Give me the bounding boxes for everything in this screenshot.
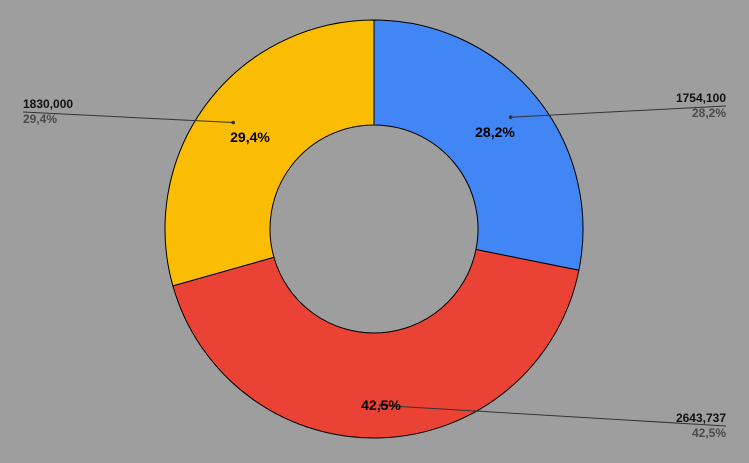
leader-dot-2 <box>231 120 236 125</box>
callout-value-1: 2643,737 <box>676 411 726 425</box>
slice-label-1: 42,5% <box>361 397 401 413</box>
leader-lines-layer <box>22 105 727 427</box>
labels-layer: 28,2% 42,5% 29,4% 1754,100 28,2% 2643,73… <box>23 91 726 440</box>
callout-percent-2: 29,4% <box>23 112 57 126</box>
leader-line-1 <box>380 404 727 427</box>
leader-line-2 <box>22 111 234 124</box>
slice-label-2: 29,4% <box>230 129 270 145</box>
leader-dot-0 <box>508 115 513 120</box>
leader-line-0 <box>510 105 727 118</box>
callout-percent-1: 42,5% <box>692 426 726 440</box>
donut-slice-1 <box>172 248 580 439</box>
leader-dot-1 <box>378 403 383 408</box>
slices-layer <box>164 19 584 439</box>
callout-value-2: 1830,000 <box>23 97 73 111</box>
callout-value-0: 1754,100 <box>676 91 726 105</box>
callout-percent-0: 28,2% <box>692 106 726 120</box>
donut-slice-2 <box>164 19 375 287</box>
donut-slice-0 <box>373 19 584 271</box>
slice-label-0: 28,2% <box>475 124 515 140</box>
